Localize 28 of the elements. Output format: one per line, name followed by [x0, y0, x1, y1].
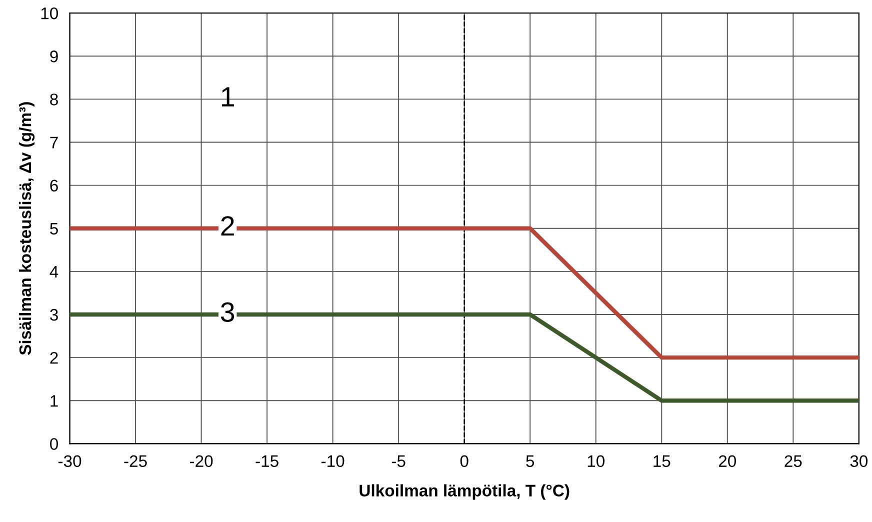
x-tick-label: -10 [322, 455, 344, 468]
x-tick-label: 10 [588, 455, 604, 468]
series-label: 3 [220, 302, 234, 322]
y-tick-label: 7 [50, 136, 58, 148]
x-tick-label: 5 [526, 455, 534, 468]
x-tick-label: 15 [654, 455, 670, 468]
y-tick-label: 0 [50, 438, 58, 450]
y-tick-label: 8 [50, 94, 58, 106]
x-tick-label: 30 [850, 455, 868, 468]
x-tick-label: -25 [124, 455, 147, 468]
x-tick-label: -20 [190, 455, 213, 468]
y-tick-label: 10 [41, 7, 58, 20]
y-tick-label: 2 [50, 352, 58, 364]
y-tick-label: 1 [50, 395, 58, 407]
series-label: 2 [221, 216, 234, 236]
x-tick-label: -15 [256, 455, 278, 468]
y-tick-label: 4 [50, 266, 58, 278]
x-axis-title: Ulkoilman lämpötila, T (°C) [360, 484, 570, 500]
x-tick-label: -5 [392, 455, 406, 468]
x-tick-label: 0 [460, 455, 468, 468]
x-tick-label: 20 [718, 455, 736, 468]
y-axis-title: Sisäilman kosteuslisä, Δv (g/m³) [18, 102, 35, 355]
y-tick-label: 5 [50, 222, 58, 235]
x-tick-label: -30 [58, 455, 82, 468]
x-tick-label: 25 [784, 455, 802, 468]
y-tick-label: 6 [50, 180, 58, 192]
y-tick-label: 3 [50, 308, 58, 321]
y-tick-label: 9 [50, 50, 58, 62]
